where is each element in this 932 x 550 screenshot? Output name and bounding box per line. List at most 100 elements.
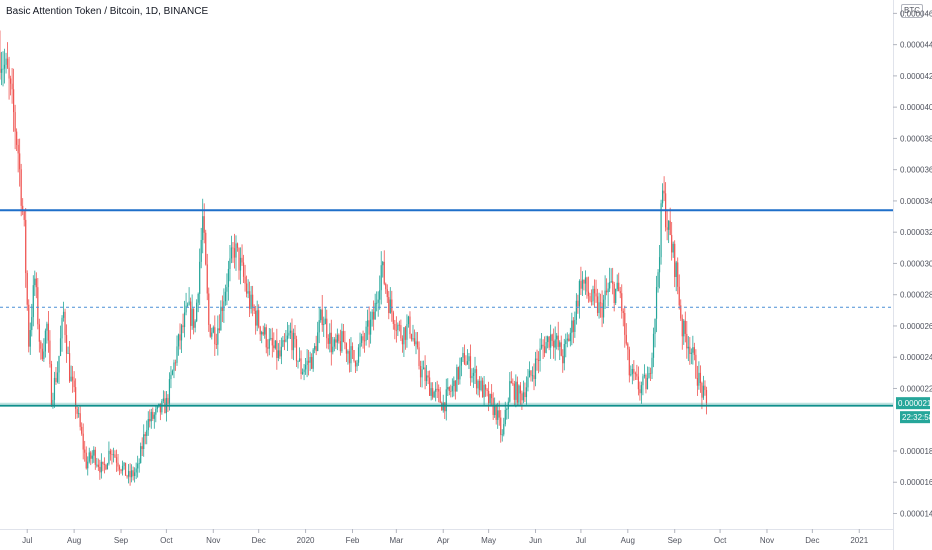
candle-body bbox=[100, 461, 102, 473]
levels-group bbox=[0, 209, 893, 407]
candle bbox=[593, 279, 596, 308]
candle bbox=[618, 272, 620, 292]
candle-body bbox=[20, 169, 22, 206]
candle bbox=[432, 382, 434, 400]
candle bbox=[519, 382, 521, 405]
candle-body bbox=[238, 247, 240, 271]
candle bbox=[229, 244, 231, 282]
candle-body bbox=[99, 466, 101, 473]
candle-body bbox=[8, 67, 10, 79]
candle-body bbox=[40, 341, 42, 349]
candle bbox=[386, 284, 388, 304]
candle-body bbox=[359, 342, 361, 348]
candle-body bbox=[634, 373, 636, 375]
candle bbox=[394, 319, 396, 340]
candle-body bbox=[28, 304, 30, 347]
candle bbox=[640, 381, 643, 404]
candle bbox=[250, 285, 252, 314]
candle bbox=[285, 329, 287, 343]
candle-body bbox=[631, 368, 633, 375]
candle-body bbox=[170, 374, 172, 380]
candle-body bbox=[497, 410, 499, 420]
candle bbox=[389, 287, 391, 314]
candle bbox=[353, 349, 355, 363]
candle bbox=[335, 333, 337, 349]
candle-body bbox=[147, 419, 149, 431]
candle-body bbox=[636, 373, 638, 377]
candle-body bbox=[308, 360, 310, 363]
candle-body bbox=[621, 293, 623, 312]
candle bbox=[311, 353, 313, 370]
candle bbox=[556, 332, 558, 350]
candle bbox=[267, 339, 269, 357]
candle-body bbox=[394, 323, 396, 330]
candle bbox=[542, 339, 544, 360]
candle-body bbox=[34, 278, 36, 286]
candle bbox=[217, 315, 219, 356]
candle-body bbox=[90, 452, 92, 459]
candle-body bbox=[298, 358, 301, 361]
candle-body bbox=[646, 377, 649, 390]
candle-body bbox=[230, 247, 233, 259]
candle-body bbox=[643, 375, 646, 377]
candle bbox=[137, 455, 139, 478]
candle bbox=[374, 293, 376, 320]
candle bbox=[301, 368, 304, 375]
candle-body bbox=[578, 281, 580, 307]
candle-body bbox=[652, 333, 655, 358]
candle bbox=[379, 275, 381, 310]
candle bbox=[580, 266, 582, 296]
candle bbox=[554, 326, 556, 361]
candle bbox=[599, 293, 602, 318]
candle-body bbox=[407, 316, 410, 325]
candle-body bbox=[224, 291, 227, 302]
candle bbox=[309, 351, 311, 371]
candle bbox=[574, 311, 576, 338]
candle-body bbox=[177, 334, 180, 347]
candle bbox=[637, 366, 639, 396]
candle bbox=[690, 348, 692, 365]
candle-body bbox=[374, 302, 376, 320]
candle-body bbox=[571, 320, 573, 333]
candle bbox=[236, 242, 239, 252]
candle-body bbox=[188, 301, 190, 305]
candle bbox=[84, 440, 86, 462]
candle-body bbox=[156, 406, 158, 409]
candle bbox=[211, 327, 213, 340]
candle bbox=[155, 405, 157, 423]
candle-body bbox=[590, 300, 593, 302]
candle-body bbox=[292, 332, 295, 351]
candle bbox=[625, 323, 627, 346]
candle-body bbox=[0, 68, 3, 73]
candle-body bbox=[108, 450, 110, 464]
candle-body bbox=[49, 340, 51, 365]
candle bbox=[59, 325, 62, 357]
currency-badge[interactable]: BTC bbox=[901, 4, 923, 18]
candle-body bbox=[584, 277, 587, 284]
candle-body bbox=[102, 461, 104, 465]
candle-body bbox=[78, 413, 80, 415]
candle bbox=[224, 284, 227, 306]
candle bbox=[397, 322, 399, 337]
candle bbox=[362, 330, 364, 349]
candle-body bbox=[38, 324, 40, 342]
candle-body bbox=[6, 58, 9, 68]
candle bbox=[185, 292, 187, 316]
candle bbox=[194, 319, 196, 333]
candle bbox=[188, 287, 190, 306]
x-tick-label: Jul bbox=[576, 536, 586, 545]
candle bbox=[193, 308, 195, 335]
candle bbox=[421, 360, 423, 388]
candle bbox=[589, 292, 591, 303]
candle-body bbox=[648, 373, 650, 378]
candle bbox=[214, 315, 216, 356]
x-tick-label: Feb bbox=[346, 536, 360, 545]
candle-body bbox=[233, 248, 236, 258]
candle-body bbox=[285, 339, 287, 342]
candle-body bbox=[309, 357, 311, 363]
candle bbox=[17, 138, 19, 173]
candle-body bbox=[96, 464, 98, 466]
y-tick-label: 0.00003000 bbox=[900, 259, 932, 268]
candle-body bbox=[16, 131, 18, 145]
